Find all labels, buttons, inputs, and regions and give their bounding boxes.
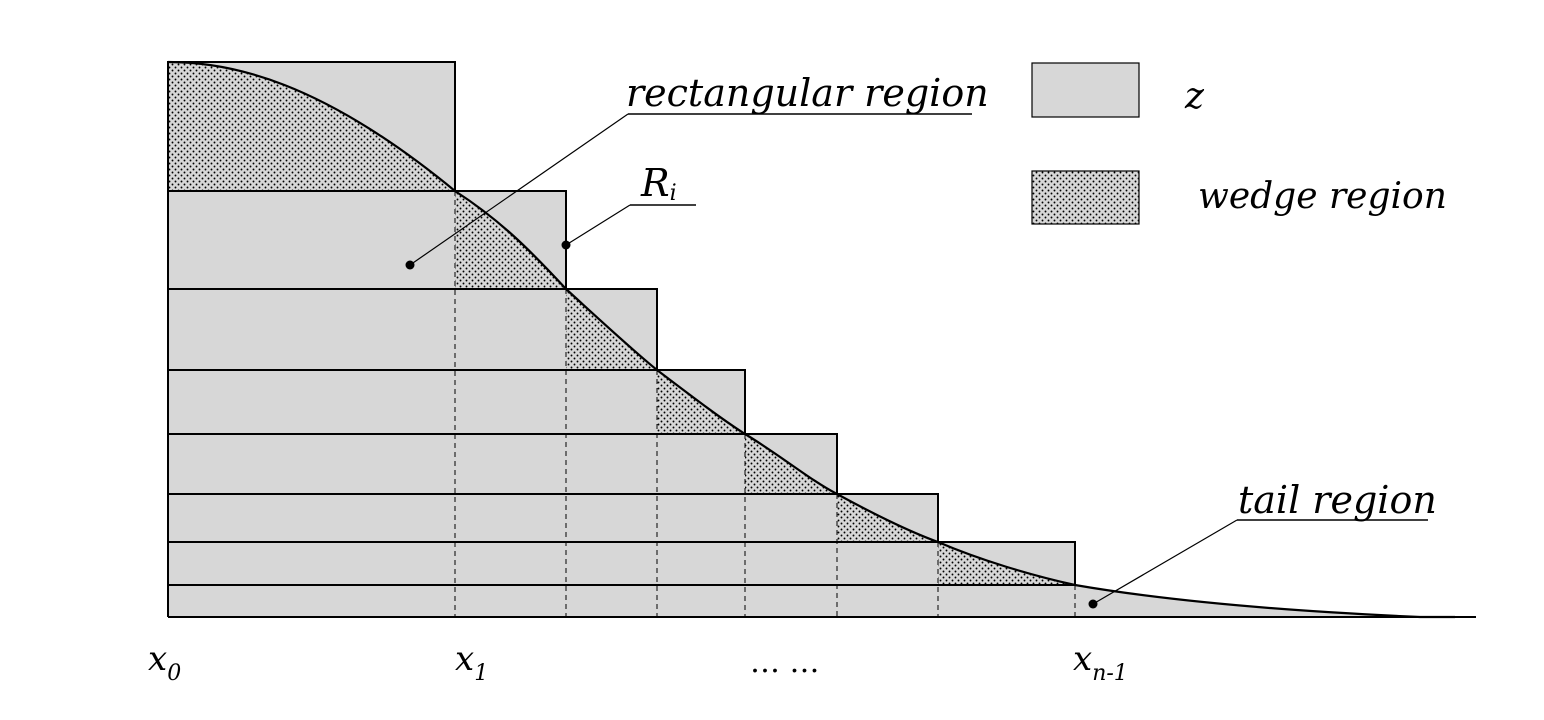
wedge-regions xyxy=(168,62,1075,585)
rect-fill xyxy=(168,585,1075,617)
rect-fill xyxy=(168,542,938,585)
rect-outlines xyxy=(167,61,1076,586)
tail-fill xyxy=(1075,585,1420,617)
x1-label: x1 xyxy=(455,639,488,686)
tail-region-label: tail region xyxy=(1238,478,1437,522)
rect-fill xyxy=(168,289,566,370)
wedge-region xyxy=(455,191,566,289)
tail-region-callout: tail region xyxy=(1088,478,1437,609)
rect-fill xyxy=(168,434,745,494)
r-i-callout: Ri xyxy=(561,161,696,250)
density-curve xyxy=(167,60,1455,619)
legend: z wedge region xyxy=(1031,62,1447,225)
wedge-region xyxy=(168,62,455,191)
rectangular-region-callout: rectangular region xyxy=(405,71,989,270)
rect-fill xyxy=(455,191,566,289)
wedge-region xyxy=(566,289,657,370)
wedge-region xyxy=(657,370,745,434)
rect-fill xyxy=(837,494,938,542)
xn1-label: xn-1 xyxy=(1073,639,1128,686)
rectangular-region-label: rectangular region xyxy=(626,71,989,115)
legend-wedge-swatch xyxy=(1031,170,1140,225)
rect-fill xyxy=(168,494,837,542)
legend-z-swatch xyxy=(1031,62,1140,118)
wedge-region xyxy=(938,542,1075,585)
r-i-dot xyxy=(561,240,571,250)
wedge-region xyxy=(837,494,938,542)
rect-fill xyxy=(938,542,1075,585)
axis-labels: x0 x1 … … xn-1 xyxy=(148,639,1128,686)
rect-fill xyxy=(168,370,657,434)
legend-z-label: z xyxy=(1184,76,1205,117)
rect-fill xyxy=(168,191,455,289)
r-i-label: Ri xyxy=(640,161,677,206)
rectangular-region-dot xyxy=(405,260,415,270)
dashed-guides xyxy=(454,191,1076,617)
ellipsis-label: … … xyxy=(750,645,820,680)
rect-fill xyxy=(168,62,455,191)
tail-region-dot xyxy=(1088,599,1098,609)
x0-label: x0 xyxy=(148,639,181,686)
legend-wedge-label: wedge region xyxy=(1198,176,1447,217)
